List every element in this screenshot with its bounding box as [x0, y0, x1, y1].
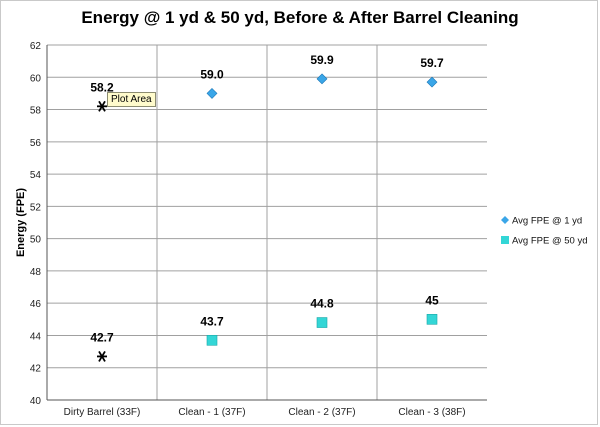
data-label: 42.7	[90, 330, 114, 344]
y-tick-label: 58	[30, 106, 42, 117]
x-tick-label: Clean - 2 (37F)	[288, 407, 355, 418]
point-asterisk	[97, 350, 107, 362]
point-square	[316, 317, 328, 328]
y-tick-label: 42	[30, 364, 42, 375]
x-tick-label: Dirty Barrel (33F)	[64, 407, 141, 418]
plot-area-tooltip: Plot Area	[107, 92, 156, 107]
y-tick-label: 40	[30, 396, 42, 407]
data-label: 58.2	[90, 80, 114, 94]
y-tick-label: 46	[30, 299, 42, 310]
point-diamond	[316, 73, 328, 85]
data-points	[97, 73, 438, 362]
y-tick-label: 54	[30, 170, 42, 181]
y-tick-label: 50	[30, 235, 42, 246]
axes	[46, 45, 487, 401]
y-tick-labels: 40 42 44 46 48 50 52 54 56 58 60 62	[30, 41, 42, 407]
point-asterisk	[97, 100, 107, 112]
y-tick-label: 44	[30, 331, 42, 342]
legend-marker-diamond	[501, 216, 509, 224]
data-label: 45	[425, 293, 439, 307]
y-tick-label: 48	[30, 267, 42, 278]
legend-marker-square	[501, 236, 509, 244]
point-square	[426, 314, 438, 325]
legend-label: Avg FPE @ 50 yd	[512, 236, 587, 247]
data-labels: 58.2 59.0 59.9 59.7 42.7 43.7 44.8 45	[90, 53, 444, 345]
x-gridlines	[156, 45, 378, 400]
data-label: 59.0	[200, 67, 224, 81]
point-diamond	[206, 87, 218, 99]
x-tick-labels: Dirty Barrel (33F) Clean - 1 (37F) Clean -…	[64, 407, 466, 418]
legend: Avg FPE @ 1 yd Avg FPE @ 50 yd	[501, 216, 587, 247]
legend-label: Avg FPE @ 1 yd	[512, 216, 582, 227]
data-label: 59.7	[420, 56, 444, 70]
y-tick-label: 62	[30, 41, 42, 52]
y-tick-label: 56	[30, 138, 42, 149]
y-tick-label: 60	[30, 73, 42, 84]
x-tick-label: Clean - 1 (37F)	[178, 407, 245, 418]
data-label: 59.9	[310, 53, 334, 67]
x-tick-label: Clean - 3 (38F)	[398, 407, 465, 418]
point-diamond	[426, 76, 438, 88]
data-label: 44.8	[310, 297, 334, 311]
point-square	[206, 334, 218, 346]
data-label: 43.7	[200, 314, 224, 328]
chart-title: Energy @ 1 yd & 50 yd, Before & After Ba…	[81, 8, 519, 27]
y-tick-label: 52	[30, 202, 42, 213]
y-axis-label: Energy (FPE)	[15, 188, 27, 257]
